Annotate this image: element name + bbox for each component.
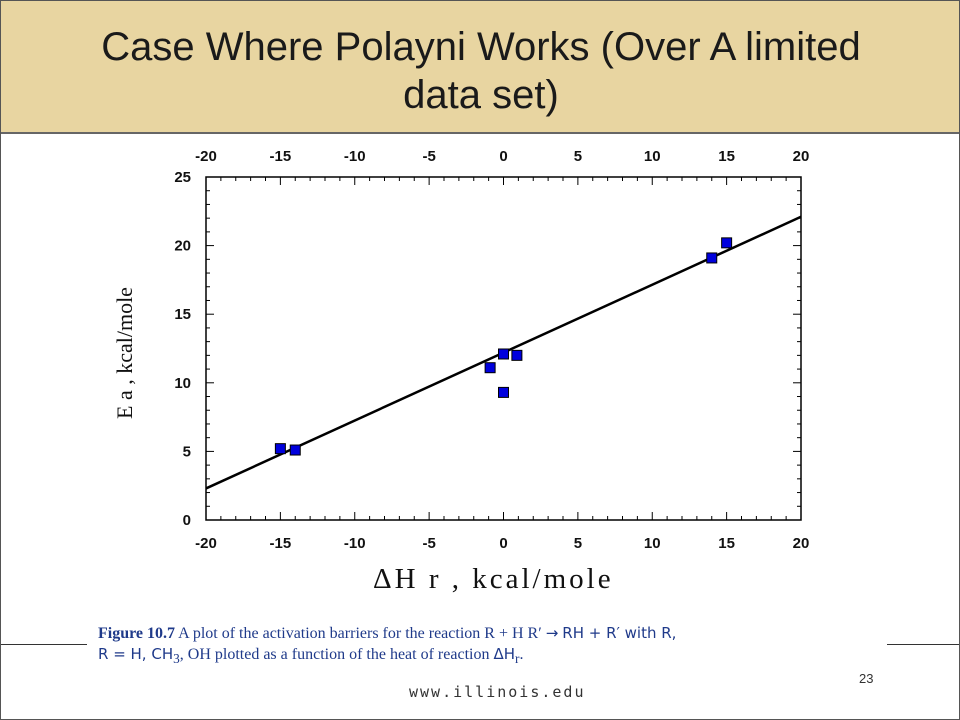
y-tick-label: 25 [174,169,191,186]
axis-ticks [205,176,802,521]
caption-text-2: RH + R′ with R, [562,624,677,642]
caption-text-3: R = H, CH [98,645,174,663]
data-points [274,237,733,456]
x-tick-label-bottom: 15 [718,535,735,552]
x-tick-label-top: 10 [644,148,661,165]
tick-labels: -20 -20 -15 -15 -10 -10 -5 -5 0 0 5 5 10 10 15 15 20 20 0 5… [174,148,809,552]
y-tick-label: 15 [174,306,191,323]
data-point [274,443,286,455]
y-tick-label: 0 [183,512,191,529]
slide-title: Case Where Polayni Works (Over A limited… [101,25,861,117]
y-axis-label: E a , kcal/mole [104,269,144,429]
x-tick-label-top: 0 [499,148,507,165]
y-tick-label: 5 [183,443,191,460]
slide-number: 23 [859,671,874,686]
data-point [706,252,718,264]
y-tick-label: 10 [174,375,191,392]
x-tick-label-bottom: 10 [644,535,661,552]
y-axis-label-text: E a , kcal/mole [112,287,137,419]
footer-url: www.illinois.edu [409,683,586,701]
arrow-symbol: → [545,624,559,642]
caption-text-4: , OH plotted as a function of the heat o… [179,646,490,663]
title-bar: Case Where Polayni Works (Over A limited… [1,1,959,134]
data-point [484,362,496,374]
caption-text-1: A plot of the activation barriers for th… [178,625,542,642]
caption-delta-h: ΔH [493,645,515,663]
data-point [721,237,733,249]
figure-caption: Figure 10.7 A plot of the activation bar… [98,623,878,669]
x-tick-label-top: 15 [718,148,735,165]
y-tick-label: 20 [174,238,191,255]
x-tick-label-bottom: -15 [270,535,292,552]
data-point [511,349,523,361]
x-tick-label-bottom: 5 [574,535,582,552]
x-tick-label-top: -20 [195,148,217,165]
x-tick-label-bottom: -10 [344,535,366,552]
x-tick-label-bottom: 20 [793,535,810,552]
x-tick-label-bottom: -5 [422,535,435,552]
data-point [498,386,509,398]
x-tick-label-top: -10 [344,148,366,165]
x-tick-label-top: 20 [793,148,810,165]
caption-sub-3: 3 [173,651,180,667]
x-tick-label-top: -15 [270,148,292,165]
x-tick-label-bottom: -20 [195,535,217,552]
caption-label: Figure 10.7 [98,625,176,642]
scatter-chart: -20 -20 -15 -15 -10 -10 -5 -5 0 0 5 5 10 10 15 15 20 20 0 5… [174,148,809,552]
caption-sub-r: r [515,651,520,667]
x-tick-label-top: -5 [422,148,435,165]
x-tick-label-bottom: 0 [499,535,507,552]
divider-right [887,644,959,645]
caption-period: . [519,646,524,663]
data-point [289,444,301,456]
divider-left [1,644,87,645]
x-tick-label-top: 5 [574,148,582,165]
x-axis-label: ΔH r , kcal/mole [373,563,614,595]
data-point [498,348,509,360]
